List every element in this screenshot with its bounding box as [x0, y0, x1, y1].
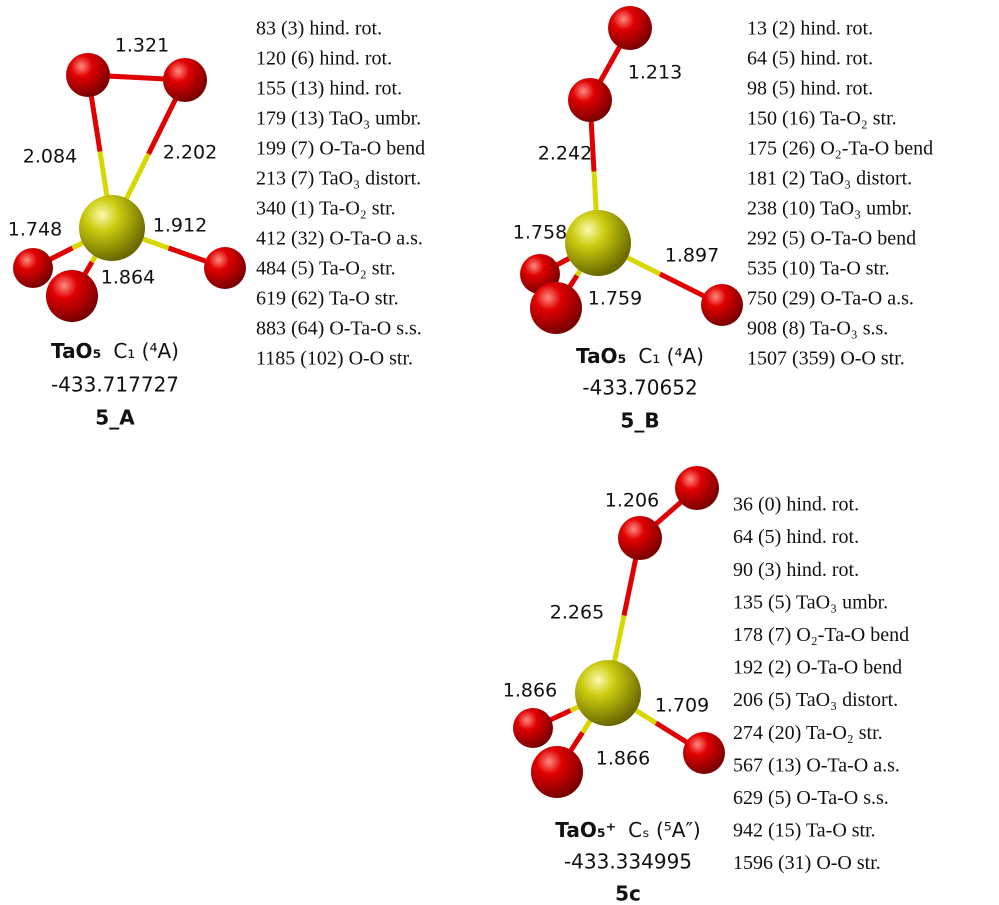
energy: -433.70652 — [582, 376, 697, 400]
frequency: 908 (8) Ta-O₃ s.s. — [747, 318, 888, 340]
frequency: 629 (5) O-Ta-O s.s. — [733, 787, 889, 809]
frequency: 942 (15) Ta-O str. — [733, 820, 876, 842]
formula: TaO₅ — [51, 339, 101, 363]
bond-length: 2.242 — [538, 143, 592, 165]
frequency: 36 (0) hind. rot. — [733, 494, 859, 516]
o-atom — [66, 53, 110, 97]
frequency: 274 (20) Ta-O₂ str. — [733, 722, 883, 744]
o-atom — [675, 466, 719, 510]
o-atom — [608, 6, 652, 50]
ta-atom — [575, 660, 641, 726]
o-atom — [46, 270, 98, 322]
structure: 1.321 2.084 2.202 1.748 1.912 1.864 83 (3) hin… — [8, 18, 425, 430]
frequency: 484 (5) Ta-O₂ str. — [256, 258, 396, 280]
formula: TaO₅ — [576, 344, 626, 368]
frequency: 120 (6) hind. rot. — [256, 48, 392, 70]
frequency: 98 (5) hind. rot. — [747, 78, 873, 100]
frequency: 155 (13) hind. rot. — [256, 78, 402, 100]
bond-length: 2.202 — [163, 142, 217, 164]
bond-length: 1.321 — [115, 35, 169, 57]
frequency: 175 (26) O₂-Ta-O bend — [747, 138, 933, 160]
frequency: 238 (10) TaO₃ umbr. — [747, 198, 912, 220]
frequency: 567 (13) O-Ta-O a.s. — [733, 754, 900, 776]
structure-id: 5_B — [620, 409, 659, 433]
o-atom — [618, 516, 662, 560]
o-atom — [13, 248, 53, 288]
bond-length: 1.912 — [153, 215, 207, 237]
bond-length: 1.748 — [8, 219, 62, 241]
ta-atom — [565, 210, 631, 276]
symmetry: C₁ (⁴A) — [113, 339, 179, 363]
bond-length: 1.866 — [503, 680, 557, 702]
frequency: 179 (13) TaO₃ umbr. — [256, 108, 421, 130]
frequency: 340 (1) Ta-O₂ str. — [256, 198, 396, 220]
formula-line: TaO₅ C₁ (⁴A) — [51, 339, 179, 363]
bond-length: 1.897 — [665, 245, 719, 267]
bond-length: 1.759 — [588, 288, 642, 310]
structure-id: 5_A — [95, 406, 135, 430]
formula-line: TaO₅⁺ Cₛ (⁵A″) — [555, 818, 700, 842]
bond-length: 2.265 — [550, 602, 604, 624]
frequency: 412 (32) O-Ta-O a.s. — [256, 228, 423, 250]
bond-length: 1.213 — [628, 62, 682, 84]
frequency: 213 (7) TaO₃ distort. — [256, 168, 421, 190]
frequency: 181 (2) TaO₃ distort. — [747, 168, 912, 190]
frequency: 64 (5) hind. rot. — [747, 48, 873, 70]
frequency: 1596 (31) O-O str. — [733, 852, 881, 874]
frequency: 135 (5) TaO₃ umbr. — [733, 591, 888, 613]
energy: -433.717727 — [51, 373, 179, 397]
formula-line: TaO₅ C₁ (⁴A) — [576, 344, 704, 368]
structure-id: 5c — [615, 882, 641, 905]
frequency: 192 (2) O-Ta-O bend — [733, 657, 902, 679]
bond-length: 1.206 — [605, 490, 659, 512]
frequency: 199 (7) O-Ta-O bend — [256, 138, 425, 160]
bond-length: 1.709 — [655, 695, 709, 717]
symmetry: C₁ (⁴A) — [638, 344, 704, 368]
o-atom — [568, 78, 612, 122]
o-atom — [163, 58, 207, 102]
o-atom — [530, 282, 582, 334]
bond-length: 1.758 — [513, 222, 567, 244]
frequency: 83 (3) hind. rot. — [256, 18, 382, 40]
bond-length: 1.864 — [101, 267, 155, 289]
o-atom — [204, 247, 246, 289]
frequency: 1507 (359) O-O str. — [747, 348, 905, 370]
frequency: 619 (62) Ta-O str. — [256, 288, 399, 310]
bond-length: 1.866 — [596, 748, 650, 770]
frequency: 1185 (102) O-O str. — [256, 348, 413, 370]
frequency: 883 (64) O-Ta-O s.s. — [256, 318, 422, 340]
formula: TaO₅⁺ — [555, 818, 616, 842]
frequency: 64 (5) hind. rot. — [733, 526, 859, 548]
ta-atom — [79, 195, 145, 261]
frequency: 178 (7) O₂-Ta-O bend — [733, 624, 909, 646]
o-atom — [683, 732, 725, 774]
frequency: 750 (29) O-Ta-O a.s. — [747, 288, 914, 310]
structure: 1.206 2.265 1.866 1.709 1.866 36 (0) hind. ro… — [503, 466, 909, 905]
o-atom — [531, 746, 583, 798]
symmetry: Cₛ (⁵A″) — [628, 818, 701, 842]
frequency: 535 (10) Ta-O str. — [747, 258, 890, 280]
frequency: 292 (5) O-Ta-O bend — [747, 228, 916, 250]
o-atom — [701, 284, 743, 326]
frequency: 206 (5) TaO₃ distort. — [733, 689, 898, 711]
figure: 1.321 2.084 2.202 1.748 1.912 1.864 83 (3) hin… — [0, 0, 999, 905]
frequency: 150 (16) Ta-O₂ str. — [747, 108, 897, 130]
structure: 1.213 2.242 1.758 1.897 1.759 13 (2) hind. ro… — [513, 6, 933, 433]
bond-length: 2.084 — [23, 146, 77, 168]
o-atom — [513, 708, 553, 748]
frequency: 90 (3) hind. rot. — [733, 559, 859, 581]
energy: -433.334995 — [564, 850, 692, 874]
frequency: 13 (2) hind. rot. — [747, 18, 873, 40]
